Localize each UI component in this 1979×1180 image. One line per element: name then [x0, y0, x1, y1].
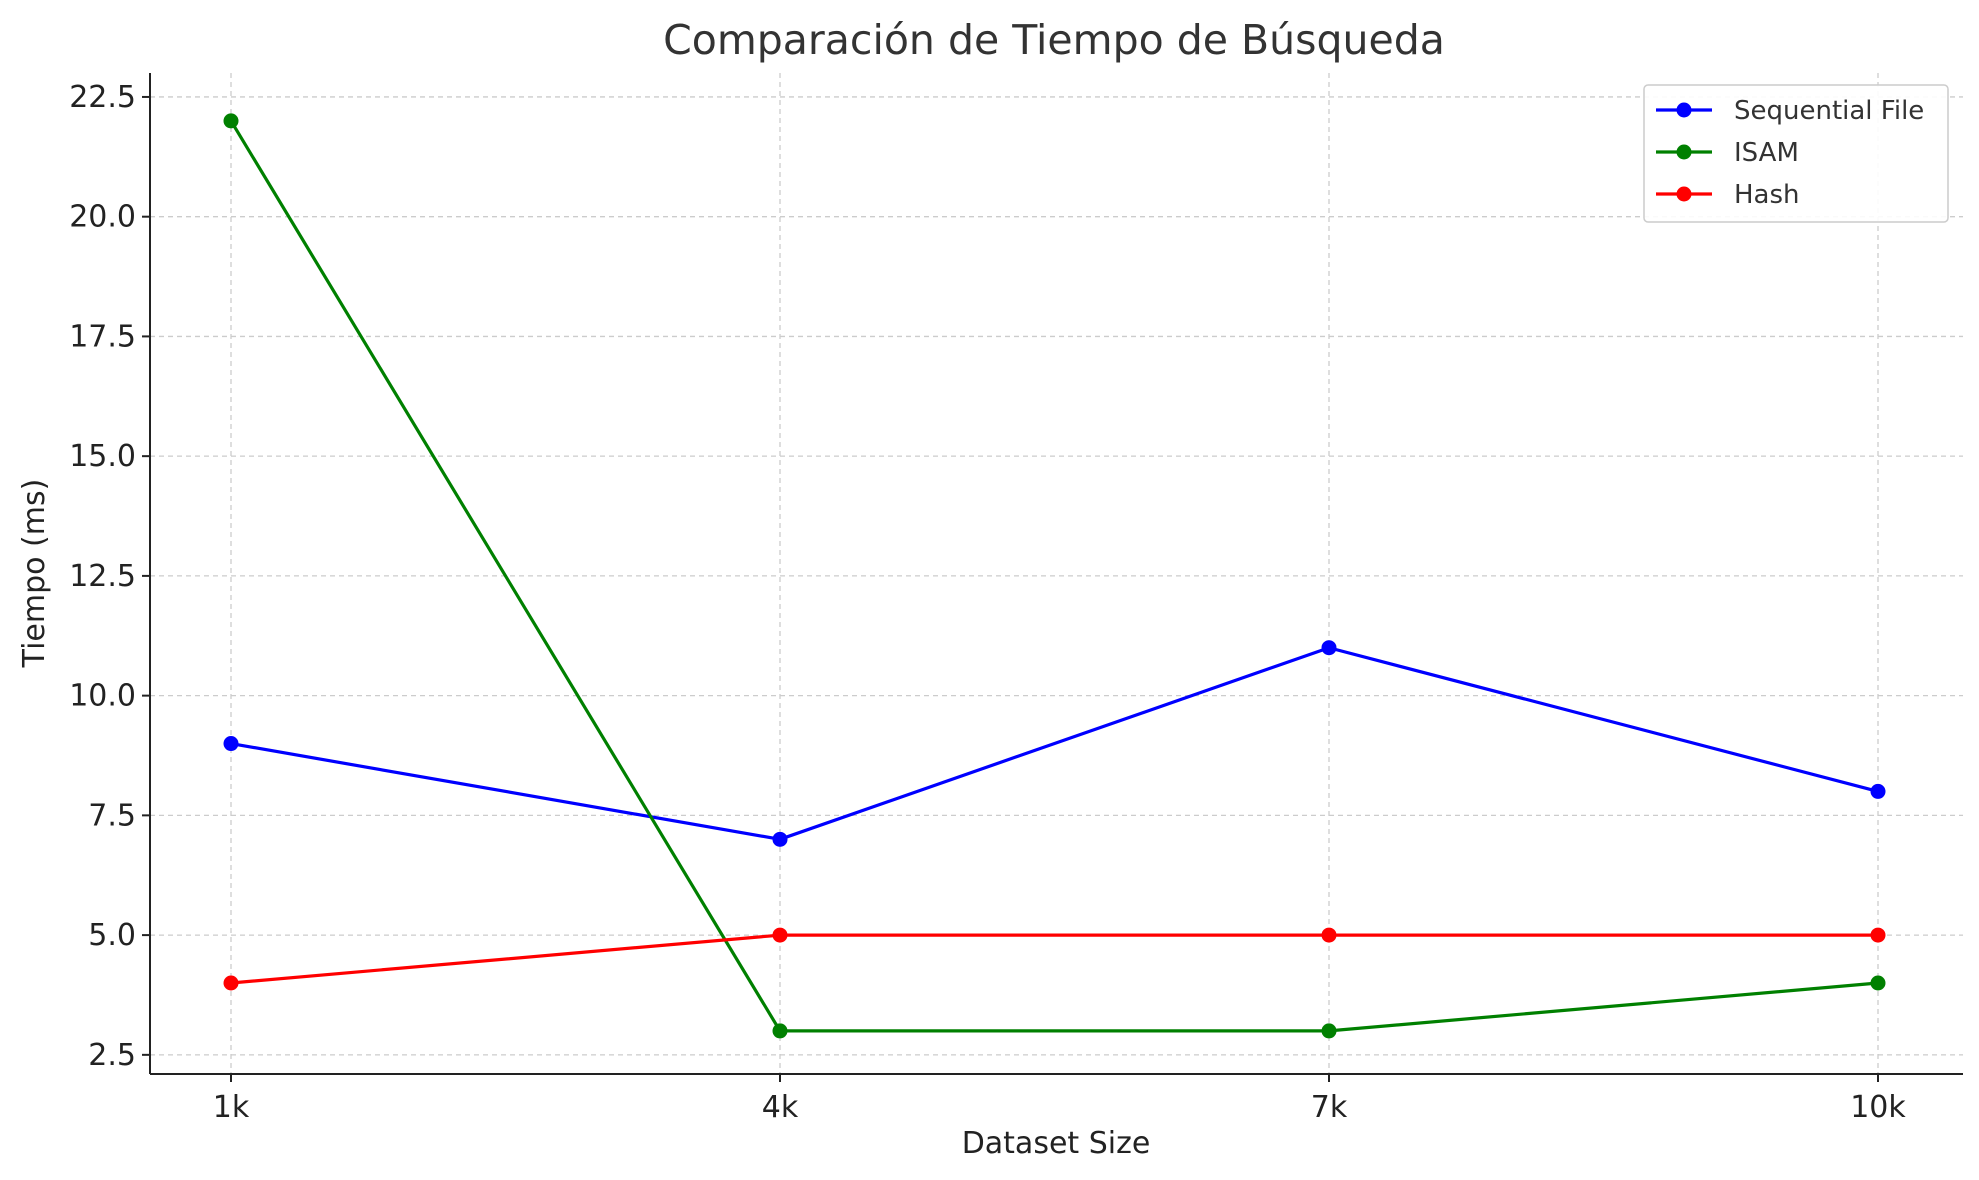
data-point-hash: [223, 975, 239, 991]
legend-marker: [1676, 186, 1692, 202]
data-point-sequential-file: [772, 831, 788, 847]
series-line-sequential-file: [230, 646, 1879, 841]
y-tick-label: 2.5: [88, 1038, 136, 1073]
grid: [150, 73, 1963, 1074]
data-point-sequential-file: [223, 736, 239, 752]
legend-item-hash: Hash: [1656, 180, 1800, 210]
data-point-sequential-file: [1321, 640, 1337, 656]
x-tick-label: 4k: [762, 1090, 799, 1125]
data-point-isam: [223, 113, 239, 129]
data-point-hash: [1870, 927, 1886, 943]
y-axis-label: Tiempo (ms): [17, 479, 52, 669]
data-point-isam: [1321, 1023, 1337, 1039]
x-axis-label: Dataset Size: [962, 1126, 1151, 1161]
legend-item-isam: ISAM: [1656, 138, 1799, 168]
y-tick-label: 15.0: [69, 439, 136, 474]
series-isam: [223, 113, 1886, 1039]
y-tick-label: 12.5: [69, 559, 136, 594]
legend: Sequential File ISAM Hash: [1643, 84, 1949, 223]
y-axis-ticks: 2.5 5.0 7.5 10.0 12.5 15.0 17.5 20.0 22.5: [69, 80, 150, 1073]
legend-label: ISAM: [1734, 138, 1799, 168]
series-line-isam: [229, 120, 1879, 1033]
series-line-hash: [230, 933, 1878, 985]
data-point-sequential-file: [1870, 783, 1886, 799]
data-point-hash: [1321, 927, 1337, 943]
legend-marker: [1676, 144, 1692, 160]
legend-frame: [1643, 84, 1949, 223]
chart-title: Comparación de Tiempo de Búsqueda: [663, 16, 1445, 64]
x-axis-ticks: 1k 4k 7k 10k: [213, 1074, 1906, 1125]
y-tick-label: 17.5: [69, 319, 136, 354]
data-point-hash: [772, 927, 788, 943]
y-tick-label: 22.5: [69, 80, 136, 115]
x-tick-label: 1k: [213, 1090, 250, 1125]
series-hash: [223, 927, 1886, 991]
legend-item-sequential-file: Sequential File: [1656, 96, 1924, 126]
series-lines: [223, 113, 1886, 1039]
x-tick-label: 7k: [1311, 1090, 1348, 1125]
y-tick-label: 5.0: [88, 918, 136, 953]
legend-label: Sequential File: [1734, 96, 1924, 126]
data-point-isam: [1870, 975, 1886, 991]
series-sequential-file: [223, 640, 1886, 847]
y-tick-label: 7.5: [88, 798, 136, 833]
y-tick-label: 10.0: [69, 679, 136, 714]
x-tick-label: 10k: [1850, 1090, 1906, 1125]
data-point-isam: [772, 1023, 788, 1039]
legend-label: Hash: [1734, 180, 1800, 210]
y-tick-label: 20.0: [69, 200, 136, 235]
legend-marker: [1676, 102, 1692, 118]
